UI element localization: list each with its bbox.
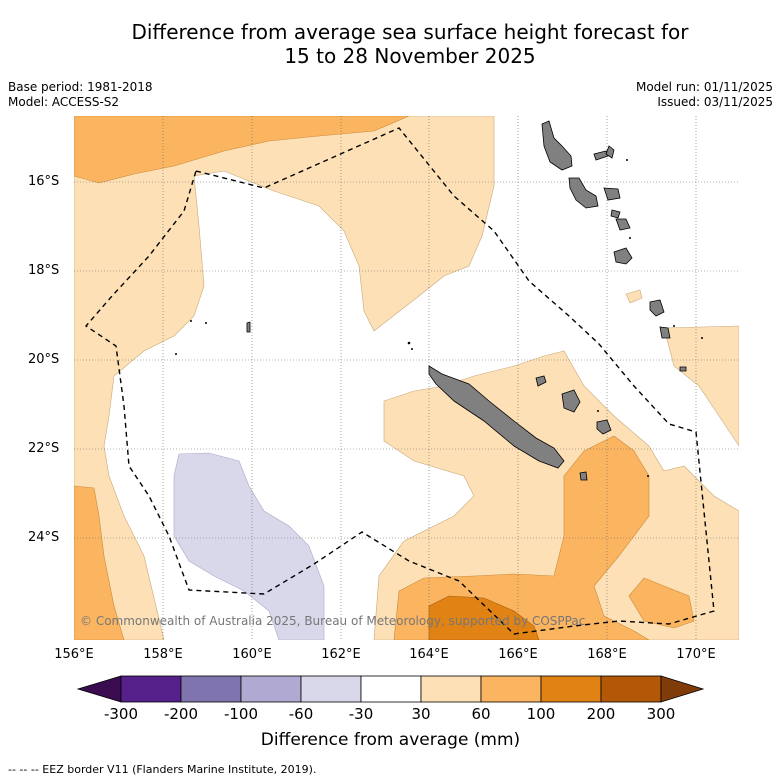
graticule xyxy=(74,116,739,640)
vanuatu-maewo xyxy=(593,150,609,161)
colorbar-bin-neg30-30 xyxy=(360,675,422,703)
colorbar-extend-high xyxy=(660,675,705,703)
colorbar-bin-60-100 xyxy=(480,675,542,703)
eez-legend-footer: -- -- -- EEZ border V11 (Flanders Marine… xyxy=(8,763,317,776)
lat-label-20s: 20°S xyxy=(28,352,60,367)
model-run: Model run: 01/11/2025 xyxy=(635,80,773,94)
small-islets xyxy=(175,159,703,477)
title-line-2: 15 to 28 November 2025 xyxy=(284,44,536,68)
new-caledonia-grande-terre xyxy=(428,365,565,469)
colorbar-tick-100: 100 xyxy=(526,705,556,723)
land-masses xyxy=(246,120,687,481)
copyright-notice: © Commonwealth of Australia 2025, Bureau… xyxy=(80,614,586,628)
lon-label-156e: 156°E xyxy=(54,647,94,662)
colorbar-tick-neg60: -60 xyxy=(288,705,314,723)
anomaly-60-100-southwest xyxy=(74,485,125,640)
loyalty-island-lifou xyxy=(561,389,581,413)
colorbar-bin-30-60 xyxy=(420,675,482,703)
map-title: Difference from average sea surface heig… xyxy=(0,20,781,68)
lon-label-158e: 158°E xyxy=(143,647,183,662)
colorbar-tick-200: 200 xyxy=(586,705,616,723)
model-name: Model: ACCESS-S2 xyxy=(8,95,120,109)
vanuatu-aneityum xyxy=(659,326,671,339)
lon-label-162e: 162°E xyxy=(321,647,361,662)
title-line-1: Difference from average sea surface heig… xyxy=(131,20,689,44)
colorbar-tick-300: 300 xyxy=(646,705,676,723)
loyalty-island-ouvea xyxy=(535,375,547,387)
lat-label-24s: 24°S xyxy=(28,530,60,545)
chesterfield-islands xyxy=(246,321,251,333)
colorbar-bin-neg60-neg30 xyxy=(300,675,362,703)
lon-label-164e: 164°E xyxy=(409,647,449,662)
issued-date: Issued: 03/11/2025 xyxy=(657,95,773,109)
sea-surface-height-map xyxy=(74,116,739,640)
anomaly-30-60-east xyxy=(663,325,739,447)
vanuatu-efate xyxy=(615,218,631,231)
anomaly-100-200 xyxy=(428,595,540,640)
eez-border xyxy=(84,127,715,635)
meta-right: Model run: 01/11/2025 Issued: 03/11/2025 xyxy=(636,80,773,110)
vanuatu-espiritu-santo xyxy=(541,120,573,171)
vanuatu-pentecost xyxy=(605,145,615,159)
anomaly-60-100-southeast xyxy=(393,435,650,640)
vanuatu-epi xyxy=(610,209,621,219)
lon-label-170e: 170°E xyxy=(676,647,716,662)
colorbar-tick-neg30: -30 xyxy=(348,705,374,723)
colorbar-label: Difference from average (mm) xyxy=(260,730,521,750)
vanuatu-erromango xyxy=(613,247,633,265)
colorbar-extend-low xyxy=(76,675,122,703)
meta-left: Base period: 1981-2018 Model: ACCESS-S2 xyxy=(8,80,153,110)
lon-label-160e: 160°E xyxy=(232,647,272,662)
anomaly-neg30-neg60 xyxy=(173,452,325,640)
colorbar xyxy=(76,675,705,703)
base-period: Base period: 1981-2018 xyxy=(8,80,153,94)
lat-label-22s: 22°S xyxy=(28,441,60,456)
colorbar-tick-60: 60 xyxy=(471,705,491,723)
colorbar-tick-30: 30 xyxy=(411,705,431,723)
anomaly-30-60-small xyxy=(625,289,643,304)
colorbar-bin-200-300 xyxy=(600,675,662,703)
colorbar-tick-neg300: -300 xyxy=(103,705,139,723)
lat-label-18s: 18°S xyxy=(28,263,60,278)
colorbar-tick-neg200: -200 xyxy=(163,705,199,723)
lon-label-166e: 166°E xyxy=(498,647,538,662)
colorbar-bin-neg200-neg100 xyxy=(180,675,242,703)
colorbar-tick-neg100: -100 xyxy=(223,705,259,723)
loyalty-island-mare xyxy=(596,419,612,435)
vanuatu-malekula xyxy=(568,177,599,209)
colorbar-bin-neg100-neg60 xyxy=(240,675,302,703)
lon-label-168e: 168°E xyxy=(587,647,627,662)
anomaly-30-60-southeast xyxy=(373,350,739,640)
colorbar-bin-100-200 xyxy=(540,675,602,703)
isle-of-pines xyxy=(579,471,588,481)
vanuatu-tanna xyxy=(649,299,665,317)
colorbar-bin-neg300-neg200 xyxy=(120,675,182,703)
matthew-island xyxy=(679,366,687,372)
vanuatu-ambrym xyxy=(603,187,621,201)
lat-label-16s: 16°S xyxy=(28,174,60,189)
anomaly-60-100-northwest xyxy=(74,116,410,184)
